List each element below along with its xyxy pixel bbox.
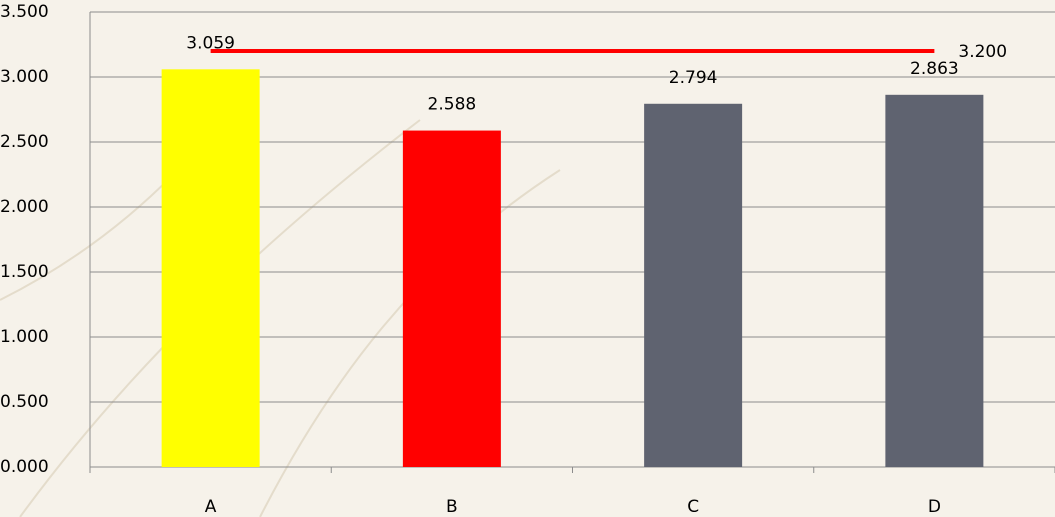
y-tick-label: 1.000 xyxy=(0,327,49,347)
y-tick-label: 0.000 xyxy=(0,457,49,477)
reference-label: 3.200 xyxy=(958,42,1007,62)
bar xyxy=(161,69,260,467)
data-label: 2.588 xyxy=(428,95,477,115)
bar xyxy=(885,94,984,467)
leaf-stem xyxy=(259,169,561,517)
x-tick-label: B xyxy=(446,497,458,517)
data-label: 2.794 xyxy=(669,68,718,88)
y-tick-label: 2.500 xyxy=(0,132,49,152)
y-tick-label: 0.500 xyxy=(0,392,49,412)
y-tick-label: 3.500 xyxy=(0,2,49,22)
bar xyxy=(644,103,743,467)
data-label: 2.863 xyxy=(910,59,959,79)
y-tick-label: 3.000 xyxy=(0,67,49,87)
x-tick-label: D xyxy=(928,497,941,517)
bar xyxy=(402,130,501,467)
y-tick-label: 2.000 xyxy=(0,197,49,217)
data-label: 3.059 xyxy=(186,33,235,53)
x-tick-label: C xyxy=(687,497,699,517)
x-tick-label: A xyxy=(205,497,217,517)
y-tick-label: 1.500 xyxy=(0,262,49,282)
